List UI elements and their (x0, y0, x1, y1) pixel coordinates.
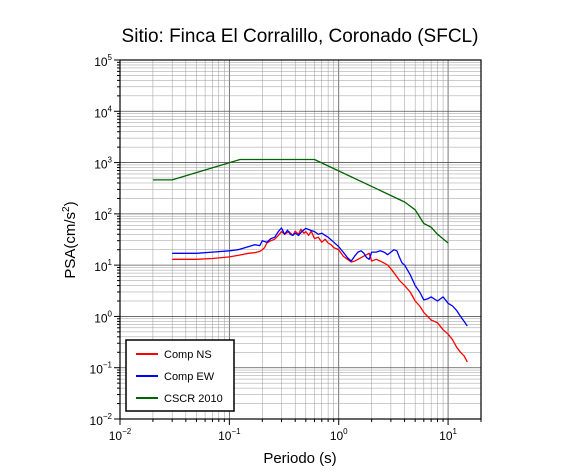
plot-frame (119, 59, 482, 420)
chart-title: Sitio: Finca El Corralillo, Coronado (SF… (122, 26, 479, 47)
y-tick-label-base: 10 (90, 414, 104, 428)
x-tick-label-exp: −2 (122, 427, 132, 436)
x-tick-label: 100 (330, 427, 348, 443)
y-tick-label-base: 10 (94, 106, 108, 120)
y-tick-label-exp: 3 (108, 156, 113, 165)
y-tick-label: 104 (94, 104, 112, 120)
y-tick-label-exp: 2 (108, 207, 113, 216)
x-tick-label-base: 10 (330, 429, 344, 443)
y-tick-label: 10−1 (90, 361, 113, 377)
y-tick-label-exp: 1 (108, 258, 113, 267)
y-tick-label: 100 (94, 309, 112, 325)
series-line-comp-ew (172, 227, 468, 327)
x-tick-label-base: 10 (109, 429, 123, 443)
y-tick-label-base: 10 (94, 209, 108, 223)
y-tick-label-exp: 4 (108, 104, 113, 113)
y-tick-label: 101 (94, 258, 112, 274)
y-tick-label-base: 10 (94, 55, 108, 69)
series-line-cscr-2010 (152, 158, 449, 244)
x-tick-label-exp: 0 (343, 427, 348, 436)
x-tick-label: 10−2 (109, 427, 132, 443)
y-tick-label-exp: 0 (108, 309, 113, 318)
y-tick-label-base: 10 (94, 260, 108, 274)
legend-label-cscr: CSCR 2010 (164, 393, 223, 405)
legend: Comp NS Comp EW CSCR 2010 (125, 339, 235, 412)
y-tick-label: 105 (94, 53, 112, 69)
y-tick-label-base: 10 (90, 363, 104, 377)
y-axis-label-main: PSA(cm/s (62, 212, 79, 279)
y-axis-label: PSA(cm/s2) (61, 201, 79, 278)
x-tick-label-base: 10 (218, 429, 232, 443)
grid-layer (119, 59, 482, 420)
legend-label-ew: Comp EW (164, 371, 215, 383)
y-tick-label-exp: 5 (108, 53, 113, 62)
y-axis-label-sup: 2 (61, 206, 72, 212)
y-tick-label-exp: −2 (103, 412, 113, 421)
y-tick-label-exp: −1 (103, 361, 113, 370)
y-tick-label-base: 10 (94, 311, 108, 325)
y-axis-label-end: ) (62, 201, 79, 206)
y-tick-label: 10−2 (90, 412, 113, 428)
y-tick-label-base: 10 (94, 158, 108, 172)
x-axis-label: Periodo (s) (263, 450, 336, 467)
y-tick-label: 103 (94, 156, 112, 172)
y-tick-label: 102 (94, 207, 112, 223)
x-tick-label-exp: 1 (453, 427, 458, 436)
x-tick-label-base: 10 (439, 429, 453, 443)
x-tick-label: 10−1 (218, 427, 241, 443)
series-line-comp-ns (172, 228, 468, 363)
x-tick-label-exp: −1 (231, 427, 241, 436)
series-layer (152, 158, 468, 363)
x-tick-label: 101 (439, 427, 457, 443)
legend-label-ns: Comp NS (164, 349, 212, 361)
